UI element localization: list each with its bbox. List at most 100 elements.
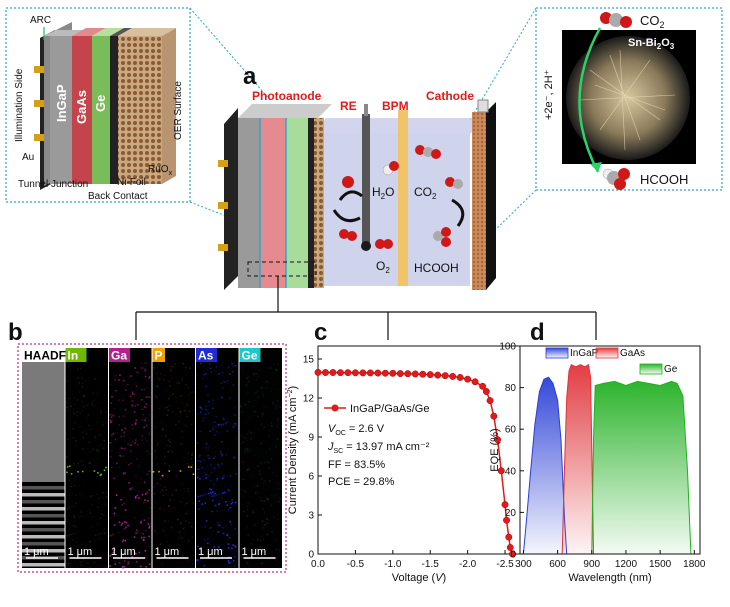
y-tick-label: 60 <box>505 425 517 436</box>
eds-label: As <box>198 349 214 363</box>
eds-map-p: P 1 μm <box>152 348 195 570</box>
panel-label-a: a <box>243 63 257 90</box>
zoom-box <box>247 261 317 277</box>
jv-point <box>494 436 502 444</box>
eds-label: P <box>155 349 163 363</box>
jv-point <box>501 501 509 509</box>
tunnel-label: Tunnel Junction <box>18 179 88 190</box>
x-tick-label: 1200 <box>615 559 638 570</box>
jv-point <box>329 369 337 376</box>
x-tick-label: -1.5 <box>422 559 440 570</box>
jv-point <box>449 372 457 380</box>
co2-label: CO2 <box>640 13 665 30</box>
x-tick-label: -1.0 <box>384 559 402 570</box>
jv-point <box>486 397 494 405</box>
y-tick-label: 0 <box>308 550 314 561</box>
cell-hcooh-label: HCOOH <box>414 261 459 275</box>
arc-label: ARC <box>30 15 51 26</box>
au-contact <box>34 66 44 73</box>
jv-point <box>471 378 479 386</box>
jv-point <box>490 412 498 420</box>
y-axis-label: Current Density (mA cm−2) <box>287 386 299 514</box>
x-tick-label: 900 <box>583 559 600 570</box>
pce-annotation: PCE = 29.8% <box>328 476 395 488</box>
eds-map-in: In 1 μm <box>65 348 108 570</box>
jv-point <box>464 375 472 383</box>
jv-point <box>506 544 514 551</box>
material-label: Sn-Bi2O3 <box>628 37 675 51</box>
jv-point <box>351 369 359 377</box>
eds-map-ga: Ga 1 μm <box>109 348 152 569</box>
jv-point <box>509 550 516 558</box>
eds-map-ge: Ge 1 μm <box>239 348 282 570</box>
y-axis-label: EQE (%) <box>489 428 501 471</box>
jv-point <box>344 369 352 377</box>
bracket <box>135 276 597 340</box>
ge-layer <box>92 36 110 184</box>
panel-b: b HAADF 1 μm In 1 μm Ga 1 μm P 1 μm As 1 μm Ge 1 μm <box>8 319 287 573</box>
legend-swatch <box>545 347 569 359</box>
ruox-label: RuOx <box>148 164 173 177</box>
scale-bar-label: 1 μm <box>68 546 93 558</box>
nifoil-label: Ni-Foil <box>117 177 146 188</box>
eds-map-haadf: HAADF 1 μm <box>22 348 69 568</box>
eds-label-bg <box>196 348 217 362</box>
legend-label: GaAs <box>620 348 645 359</box>
eds-label: Ge <box>242 349 258 363</box>
arc-slab <box>224 108 238 290</box>
eds-label-bg <box>109 348 130 362</box>
jv-point <box>359 369 367 377</box>
legend-swatch <box>639 363 663 375</box>
x-axis-label: Voltage (V) <box>392 572 446 584</box>
panel-c: c 0.0 -0.5 -1.0 -1.5 -2.0 -2.503691215Voltage… <box>287 319 521 584</box>
scale-bar-label: 1 μm <box>111 546 136 558</box>
ruox-layer <box>118 36 162 184</box>
reaction-label: +2e⁻, 2H⁺ <box>543 69 555 120</box>
jv-point <box>419 370 427 378</box>
y-tick-label: 12 <box>303 394 315 405</box>
chart-d-frame <box>519 345 701 555</box>
panel-b-frame <box>17 343 287 573</box>
au-contact <box>34 100 44 107</box>
scale-bar-label: 1 μm <box>24 546 49 558</box>
h2o-label: H2O <box>372 185 394 201</box>
y-tick-label: 100 <box>499 342 516 353</box>
nifoil-layer <box>110 36 118 184</box>
x-tick-label: 1500 <box>649 559 672 570</box>
jv-point <box>381 369 389 377</box>
inset-left-frame <box>5 7 191 203</box>
bpm-membrane <box>398 110 408 286</box>
panel-label-d: d <box>530 319 545 346</box>
x-tick-label: 600 <box>549 559 566 570</box>
bpm-label: BPM <box>382 99 409 113</box>
eqe-area-gaas <box>561 363 595 555</box>
cathode-electrode <box>472 112 486 290</box>
jv-point <box>497 467 505 475</box>
x-axis-label: Wavelength (nm) <box>568 572 651 584</box>
eqe-area-ge <box>591 380 692 555</box>
scale-bar-label: 1 μm <box>198 546 223 558</box>
jv-point <box>482 388 490 395</box>
re-label: RE <box>340 99 357 113</box>
legend-label: InGaP/GaAs/Ge <box>350 403 429 415</box>
legend-label: InGaP <box>570 348 599 359</box>
y-tick-label: 9 <box>308 433 314 444</box>
cathode-label: Cathode <box>426 89 474 103</box>
au-contact <box>34 134 44 141</box>
x-tick-label: -0.5 <box>347 559 365 570</box>
gaas-slab <box>260 118 286 288</box>
cell-co2-label: CO2 <box>414 185 437 201</box>
y-tick-label: 15 <box>303 355 315 366</box>
y-tick-label: 0 <box>510 550 516 561</box>
panel-d: d 300 600 900 1200 1500 1800 0 20 40 60 80 100 Wavel… <box>489 319 706 584</box>
cell-diagram: a <box>218 63 496 290</box>
eqe-area-ingap <box>522 376 568 555</box>
jv-point <box>389 369 397 377</box>
gaas-layer <box>72 36 92 184</box>
jv-point <box>505 533 513 541</box>
au-label: Au <box>22 152 34 163</box>
jv-point <box>374 369 382 377</box>
back-contact-label: Back Contact <box>88 191 148 202</box>
jv-point <box>479 382 487 390</box>
jv-point <box>411 370 419 378</box>
